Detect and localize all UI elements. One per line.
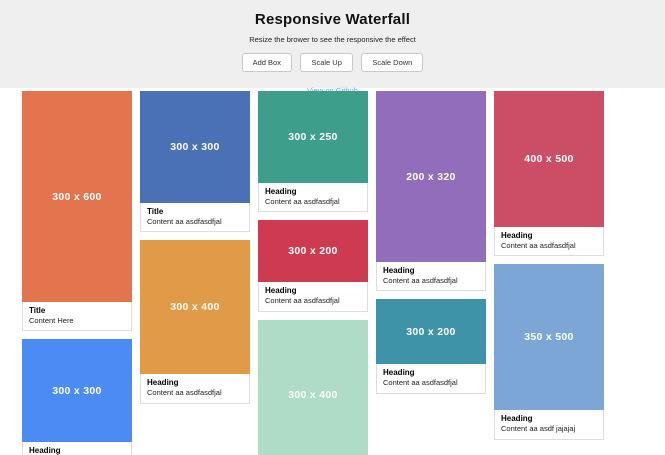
waterfall-card: 400 x 500 Heading Content aa asdfasdfjal <box>494 91 604 257</box>
card-heading: Heading <box>265 187 297 196</box>
card-image-box: 300 x 400 <box>258 319 368 455</box>
card-image-box: 300 x 400 <box>140 240 250 375</box>
card-caption: Heading Content aa asdfasdfjal <box>258 183 368 213</box>
waterfall-column-5: 400 x 500 Heading Content aa asdfasdfjal… <box>494 91 604 448</box>
card-caption: Title Content Here <box>22 302 132 332</box>
waterfall-column-2: 300 x 300 Title Content aa asdfasdfjal 3… <box>140 91 250 412</box>
card-image-box: 300 x 600 <box>22 91 132 302</box>
waterfall-column-3: 300 x 250 Heading Content aa asdfasdfjal… <box>258 91 368 455</box>
waterfall-card: 300 x 400 Heading Content aa asdfasdfjal <box>140 240 250 404</box>
waterfall-card: 200 x 320 Heading Content aa asdfasdfjal <box>376 91 486 292</box>
card-content: Content aa asdfasdfjal <box>383 378 458 388</box>
card-image-box: 300 x 250 <box>258 91 368 183</box>
card-image-box: 300 x 300 <box>22 339 132 443</box>
waterfall-column-4: 200 x 320 Heading Content aa asdfasdfjal… <box>376 91 486 402</box>
card-heading: Title <box>147 207 164 216</box>
card-caption: Heading Content aa asdfasdfjal <box>376 364 486 394</box>
waterfall-card: 300 x 200 Heading Content aa asdfasdfjal <box>258 220 368 312</box>
card-image-box: 400 x 500 <box>494 91 604 227</box>
card-content: Content aa asdfasdfjal <box>147 388 222 398</box>
page-title: Responsive Waterfall <box>254 11 411 28</box>
waterfall-grid: 300 x 600 Title Content Here 300 x 300 H… <box>0 91 665 455</box>
card-content: Content aa asdfasdfjal <box>501 241 576 250</box>
card-content: Content aa asdf jajajaj <box>501 424 576 434</box>
card-heading: Heading <box>501 414 533 424</box>
card-heading: Heading <box>147 378 179 388</box>
waterfall-card: 300 x 200 Heading Content aa asdfasdfjal <box>376 299 486 394</box>
page-header: Responsive Waterfall Resize the brower t… <box>0 0 665 95</box>
scale-up-button[interactable]: Scale Up <box>300 53 353 72</box>
card-image-box: 350 x 500 <box>494 264 604 411</box>
card-caption: Heading Content aa asdfasdfjal <box>376 262 486 292</box>
waterfall-card: 300 x 250 Heading Content aa asdfasdfjal <box>258 91 368 213</box>
waterfall-column-1: 300 x 600 Title Content Here 300 x 300 H… <box>22 91 132 455</box>
card-content: Content aa asdfasdfjal <box>383 276 458 285</box>
waterfall-card: 350 x 500 Heading Content aa asdf jajaja… <box>494 264 604 440</box>
waterfall-card: 300 x 300 Heading <box>22 339 132 455</box>
waterfall-card: 300 x 600 Title Content Here <box>22 91 132 332</box>
scale-down-button[interactable]: Scale Down <box>361 53 424 72</box>
card-heading: Heading <box>501 231 533 240</box>
card-content: Content Here <box>29 316 74 325</box>
toolbar: Add Box Scale Up Scale Down <box>0 52 665 72</box>
card-image-box: 200 x 320 <box>376 91 486 262</box>
add-box-button[interactable]: Add Box <box>241 53 292 72</box>
card-heading: Heading <box>383 266 415 275</box>
github-link[interactable]: View on Github <box>307 86 358 95</box>
card-content: Content aa asdfasdfjal <box>265 197 340 206</box>
page-subtitle: Resize the brower to see the responsive … <box>249 35 416 44</box>
card-heading: Heading <box>265 286 297 296</box>
waterfall-card: 300 x 400 <box>258 319 368 455</box>
card-caption: Heading Content aa asdfasdfjal <box>140 374 250 404</box>
waterfall-card: 300 x 300 Title Content aa asdfasdfjal <box>140 91 250 233</box>
card-caption: Title Content aa asdfasdfjal <box>140 203 250 233</box>
card-content: Content aa asdfasdfjal <box>147 217 222 226</box>
card-content: Content aa asdfasdfjal <box>265 296 340 306</box>
card-caption: Heading Content aa asdf jajajaj <box>494 410 604 440</box>
card-image-box: 300 x 200 <box>258 220 368 283</box>
card-heading: Heading <box>29 446 61 455</box>
card-heading: Heading <box>383 368 415 378</box>
card-heading: Title <box>29 306 46 315</box>
card-caption: Heading Content aa asdfasdfjal <box>494 227 604 257</box>
card-caption: Heading Content aa asdfasdfjal <box>258 282 368 312</box>
card-image-box: 300 x 200 <box>376 299 486 365</box>
card-caption: Heading <box>22 442 132 455</box>
card-image-box: 300 x 300 <box>140 91 250 203</box>
